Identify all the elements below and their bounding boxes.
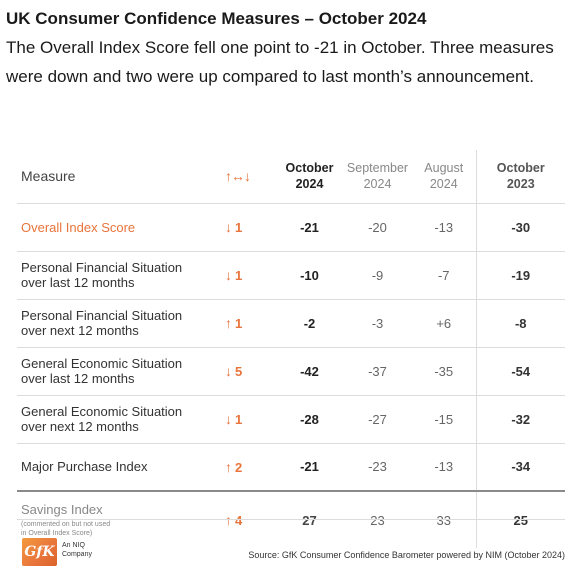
value-sep-2024: -3 (343, 299, 412, 348)
header-measure: Measure (17, 150, 222, 204)
header-change-arrows-icon: ↑↔↓ (222, 150, 276, 204)
change-indicator: ↑ 2 (222, 443, 276, 492)
arrow-down-icon: ↓ (225, 267, 232, 283)
table-row-personal-financial-next: Personal Financial Situation over next 12… (17, 299, 565, 348)
arrow-down-icon: ↓ (225, 411, 232, 427)
arrow-down-icon: ↓ (225, 219, 232, 235)
value-aug-2024: -13 (412, 203, 476, 252)
gfk-logo: GfK (22, 538, 57, 566)
heading: UK Consumer Confidence Measures – Octobe… (6, 8, 566, 91)
table-row-personal-financial-last: Personal Financial Situation over last 12… (17, 251, 565, 300)
header-oct-2023: October 2023 (475, 150, 565, 204)
arrow-up-icon: ↑ (225, 458, 232, 475)
table-header-row: Measure ↑↔↓ October 2024 September 2024 Au… (17, 150, 565, 204)
header-sep-2024: September 2024 (343, 150, 412, 204)
value-aug-2024: +6 (412, 299, 476, 348)
confidence-table: Measure ↑↔↓ October 2024 September 2024 Au… (17, 150, 565, 548)
arrow-up-icon: ↑ (225, 315, 232, 331)
value-oct-2024: -28 (276, 395, 343, 444)
value-sep-2024: -27 (343, 395, 412, 444)
savings-note: (commented on but not used in Overall Ind… (21, 521, 111, 537)
footer: GfK An NIQ Company Source: GfK Consumer C… (17, 519, 565, 571)
source-note: Source: GfK Consumer Confidence Baromete… (248, 550, 565, 560)
arrow-up-icon: ↑ (225, 512, 232, 528)
measure-label: Personal Financial Situation over last 12… (17, 251, 222, 300)
change-indicator: ↑ 1 (222, 299, 276, 348)
measure-label: Personal Financial Situation over next 12… (17, 299, 222, 348)
value-oct-2023: -34 (475, 443, 565, 492)
value-oct-2024: -10 (276, 251, 343, 300)
value-aug-2024: -13 (412, 443, 476, 492)
measure-label: General Economic Situation over next 12 m… (17, 395, 222, 444)
change-indicator: ↓ 1 (222, 251, 276, 300)
value-sep-2024: -9 (343, 251, 412, 300)
page-subtitle: The Overall Index Score fell one point t… (6, 38, 554, 86)
value-oct-2023: -19 (475, 251, 565, 300)
change-indicator: ↑ 4 (225, 512, 243, 528)
value-oct-2024: -21 (276, 443, 343, 492)
value-oct-2024: -42 (276, 347, 343, 396)
measure-label: General Economic Situation over last 12 m… (17, 347, 222, 396)
change-indicator: ↓ 1 (222, 203, 276, 252)
value-aug-2024: -15 (412, 395, 476, 444)
change-indicator: ↓ 1 (222, 395, 276, 444)
value-aug-2024: 33 (436, 512, 451, 528)
arrow-down-icon: ↓ (225, 363, 232, 379)
table-row-overall-index: Overall Index Score ↓ 1 -21 -20 -13 -30 (17, 203, 565, 252)
table-row-general-economic-next: General Economic Situation over next 12 m… (17, 395, 565, 444)
value-sep-2024: 23 (370, 512, 385, 528)
measure-label: Overall Index Score (17, 203, 222, 252)
header-aug-2024: August 2024 (412, 150, 476, 204)
value-sep-2024: -37 (343, 347, 412, 396)
measure-label: Savings Index (commented on but not used… (17, 491, 222, 548)
value-sep-2024: -23 (343, 443, 412, 492)
logo-subtitle: An NIQ Company (62, 542, 92, 558)
value-sep-2024: -20 (343, 203, 412, 252)
value-oct-2023: -30 (475, 203, 565, 252)
page-title: UK Consumer Confidence Measures – Octobe… (6, 9, 427, 28)
value-oct-2023: -54 (475, 347, 565, 396)
value-aug-2024: -7 (412, 251, 476, 300)
table-row-general-economic-last: General Economic Situation over last 12 m… (17, 347, 565, 396)
value-oct-2023: -8 (475, 299, 565, 348)
value-aug-2024: -35 (412, 347, 476, 396)
table-row-major-purchase: Major Purchase Index ↑ 2 -21 -23 -13 -34 (17, 443, 565, 492)
value-oct-2023: -32 (475, 395, 565, 444)
header-oct-2024: October 2024 (276, 150, 343, 204)
value-oct-2024: -2 (276, 299, 343, 348)
value-oct-2024: -21 (276, 203, 343, 252)
change-indicator: ↓ 5 (222, 347, 276, 396)
confidence-table-wrap: Measure ↑↔↓ October 2024 September 2024 Au… (17, 150, 565, 548)
value-oct-2024: 27 (302, 512, 317, 528)
measure-label: Major Purchase Index (17, 443, 222, 492)
